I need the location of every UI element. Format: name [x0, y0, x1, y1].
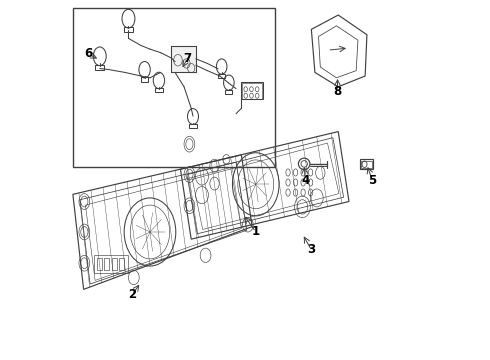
Text: 5: 5 — [368, 174, 376, 186]
Bar — [360, 159, 373, 169]
Text: 8: 8 — [333, 85, 342, 98]
Bar — [141, 77, 148, 82]
Bar — [225, 90, 232, 94]
Text: 6: 6 — [84, 47, 92, 60]
Bar — [361, 161, 372, 168]
Text: 7: 7 — [184, 51, 192, 64]
Bar — [172, 45, 196, 72]
Bar — [96, 65, 104, 70]
Bar — [97, 258, 101, 270]
Bar — [242, 83, 262, 99]
Bar — [189, 124, 196, 128]
Bar — [172, 45, 196, 72]
Text: 3: 3 — [307, 243, 316, 256]
Bar — [94, 255, 128, 273]
Text: 1: 1 — [252, 225, 260, 238]
Text: 4: 4 — [301, 174, 309, 186]
Bar — [119, 258, 124, 270]
Bar — [104, 258, 109, 270]
Text: 2: 2 — [128, 288, 136, 301]
Bar — [242, 82, 263, 99]
Bar — [112, 258, 117, 270]
Bar — [218, 73, 225, 78]
Bar — [155, 88, 163, 93]
Bar — [73, 8, 275, 167]
Bar — [124, 27, 133, 32]
